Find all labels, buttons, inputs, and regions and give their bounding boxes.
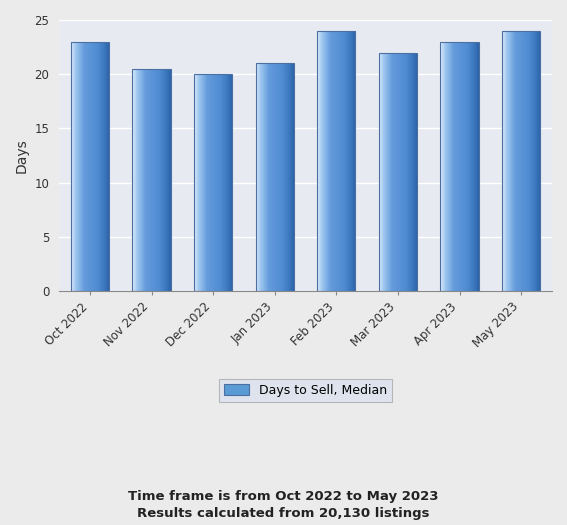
Bar	[318, 31, 356, 291]
Text: Time frame is from Oct 2022 to May 2023: Time frame is from Oct 2022 to May 2023	[128, 490, 439, 502]
Bar	[379, 52, 417, 291]
Bar	[194, 74, 232, 291]
Bar	[71, 41, 109, 291]
Bar	[256, 64, 294, 291]
Legend: Days to Sell, Median: Days to Sell, Median	[219, 379, 392, 402]
Y-axis label: Days: Days	[15, 138, 29, 173]
Bar	[502, 31, 540, 291]
Bar	[441, 41, 479, 291]
Bar	[133, 69, 171, 291]
Text: Results calculated from 20,130 listings: Results calculated from 20,130 listings	[137, 507, 430, 520]
